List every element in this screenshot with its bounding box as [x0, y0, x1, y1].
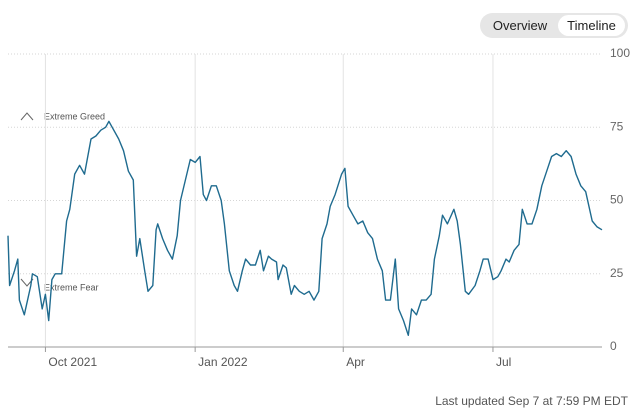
y-tick-label: 0: [610, 339, 617, 353]
x-tick-label: Oct 2021: [48, 355, 97, 369]
annotation: Extreme Greed: [44, 111, 105, 121]
y-tick-label: 100: [610, 46, 630, 60]
annotation: Extreme Fear: [44, 282, 99, 292]
x-tick-label: Apr: [346, 355, 365, 369]
last-updated: Last updated Sep 7 at 7:59 PM EDT: [435, 394, 628, 408]
y-tick-label: 25: [610, 266, 624, 280]
y-tick-label: 75: [610, 119, 624, 133]
data-line: [7, 120, 603, 336]
x-tick-label: Jul: [496, 355, 511, 369]
tab[interactable]: Overview: [492, 18, 548, 33]
y-tick-label: 50: [610, 193, 624, 207]
tab[interactable]: Timeline: [558, 15, 625, 36]
x-tick-label: Jan 2022: [198, 355, 248, 369]
greed-icon: [20, 112, 34, 121]
view-toggle: Overview Timeline: [480, 13, 628, 38]
